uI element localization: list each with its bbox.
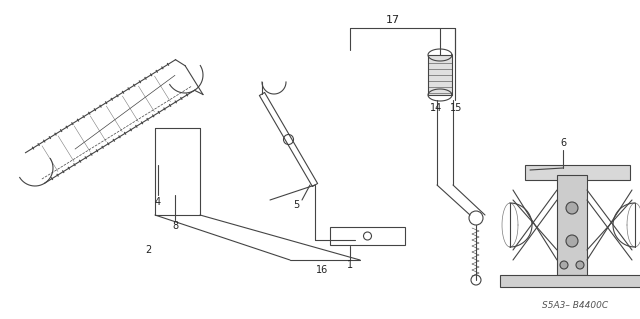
Circle shape bbox=[469, 211, 483, 225]
Text: 15: 15 bbox=[450, 103, 462, 113]
FancyBboxPatch shape bbox=[428, 55, 452, 95]
Text: 14: 14 bbox=[430, 103, 442, 113]
Text: S5A3– B4400C: S5A3– B4400C bbox=[542, 300, 608, 309]
FancyBboxPatch shape bbox=[525, 165, 630, 180]
Text: 1: 1 bbox=[347, 260, 353, 270]
FancyBboxPatch shape bbox=[500, 275, 640, 287]
Circle shape bbox=[284, 135, 294, 145]
FancyBboxPatch shape bbox=[557, 175, 587, 275]
Circle shape bbox=[576, 261, 584, 269]
Text: 8: 8 bbox=[172, 221, 178, 231]
Circle shape bbox=[560, 261, 568, 269]
Text: 6: 6 bbox=[560, 138, 566, 148]
Text: 2: 2 bbox=[145, 245, 151, 255]
Text: 5: 5 bbox=[293, 200, 299, 210]
Circle shape bbox=[364, 232, 371, 240]
Circle shape bbox=[471, 275, 481, 285]
Text: 17: 17 bbox=[386, 15, 400, 25]
FancyBboxPatch shape bbox=[330, 227, 405, 245]
Circle shape bbox=[566, 202, 578, 214]
Circle shape bbox=[566, 235, 578, 247]
Text: 4: 4 bbox=[155, 197, 161, 207]
Text: 16: 16 bbox=[316, 265, 328, 275]
